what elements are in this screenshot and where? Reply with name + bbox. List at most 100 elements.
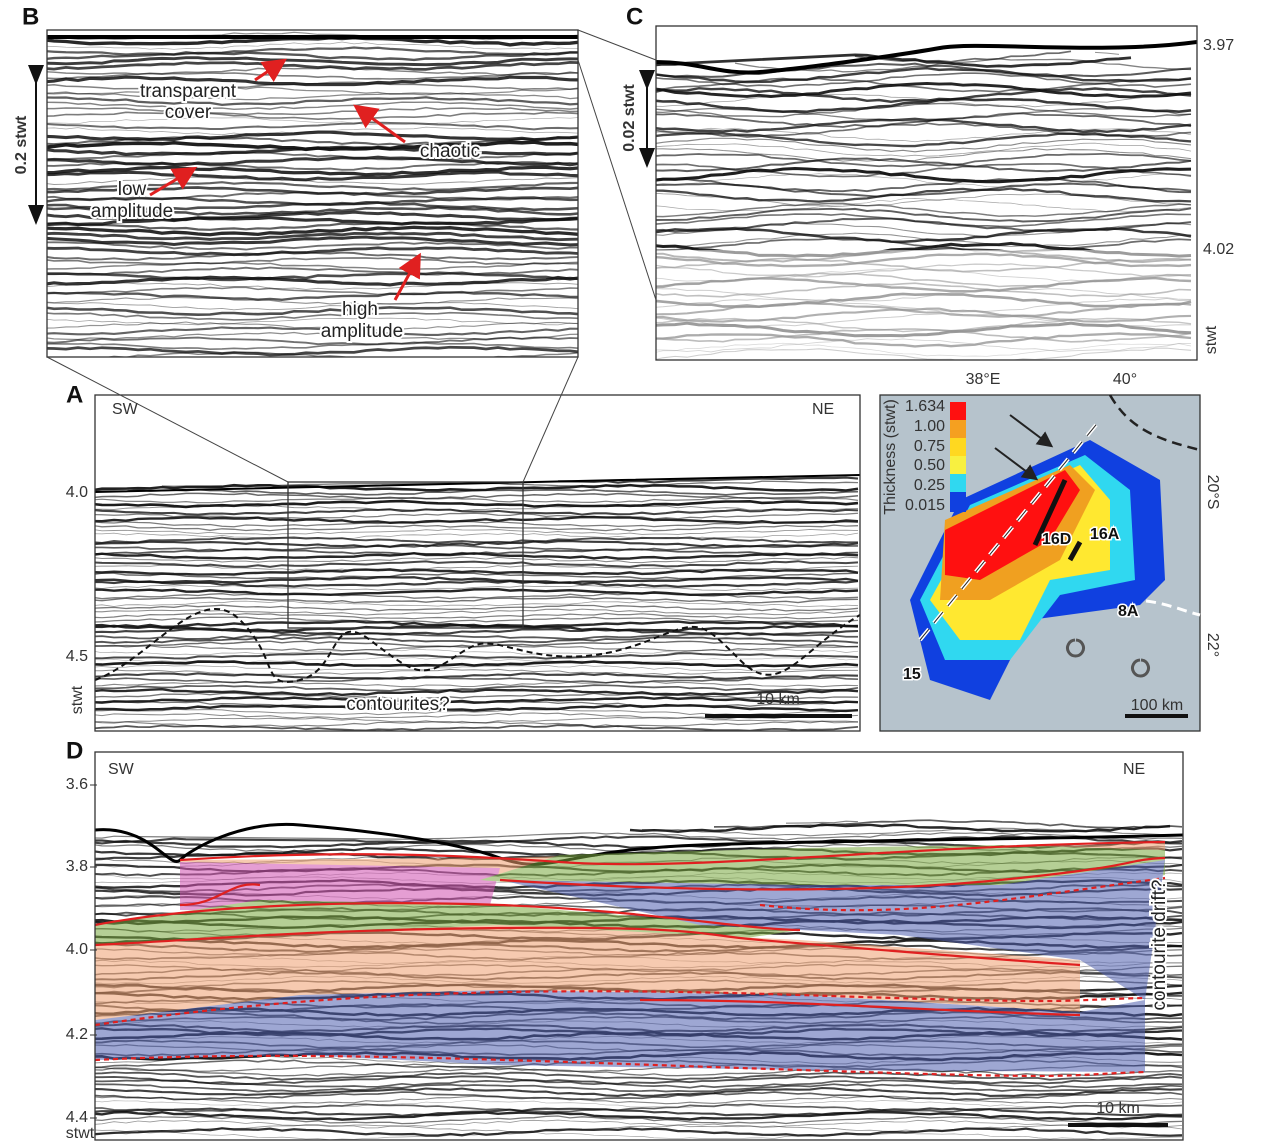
map [879,394,1201,732]
tick-label: 3.6 [66,776,88,793]
reflector [95,540,859,548]
reflector [47,151,578,161]
reflector [656,137,1192,153]
reflector [656,173,1192,188]
reflector [47,61,578,71]
reflector [95,592,859,600]
reflector [656,148,1192,162]
direction: SW [112,401,139,418]
reflector [95,504,859,512]
reflector [47,336,578,346]
reflector [95,832,1183,841]
reflector [95,580,859,588]
reflector [95,536,858,544]
reflector [47,111,578,120]
reflector [105,351,578,357]
reflector [47,106,578,116]
legend-label: 0.015 [905,497,945,514]
reflector [47,311,578,321]
reflector [95,544,858,552]
reflector [785,820,859,824]
reflector [95,1110,1183,1121]
reflector [47,75,578,87]
reflector [95,660,859,668]
panel-d-horizons [94,840,1166,1078]
reflector [47,96,578,107]
reflector [656,207,1192,223]
reflector [656,182,1192,198]
reflector [656,166,1192,184]
reflector [47,266,578,276]
annotation: low [118,179,147,200]
direction: NE [812,401,834,418]
reflector [95,1099,1183,1109]
fade [656,250,1197,360]
legend-title: Thickness (stwt) [882,399,899,515]
reflector [641,827,1183,837]
direction: NE [1123,761,1145,778]
reflector [47,251,578,261]
reflector [95,528,859,536]
reflector [656,202,1192,218]
site-label: 8A [1118,603,1139,620]
reflector [95,632,858,640]
legend-label: 1.634 [905,398,945,415]
panel-label: D [66,737,83,764]
reflector [47,117,578,126]
reflector [95,636,859,644]
reflector [47,130,578,142]
connectors [46,29,657,483]
reflector [47,81,578,91]
reflector [95,499,859,509]
reflector [47,121,578,131]
tick-label: 4.0 [66,941,88,958]
site-label: 15 [903,666,921,683]
reflector [47,301,578,311]
reflector [656,117,1192,134]
reflector [47,317,578,326]
reflector [47,231,578,242]
tick-label: 22° [1204,633,1221,657]
reflector [95,668,858,676]
tick-label: 4.0 [66,484,88,501]
reflector [47,235,578,247]
reflector [47,66,578,76]
axis-unit: stwt [66,1125,95,1142]
reflector [656,237,1192,253]
reflector [95,608,859,616]
reflector [95,600,859,607]
reflector [47,225,578,237]
reflector [95,560,859,568]
reflector [47,210,578,222]
annotation: contourites? [346,694,450,715]
tick-label: 4.5 [66,648,88,665]
panel-label: B [22,3,39,30]
direction: SW [108,761,135,778]
reflector [47,306,578,316]
reflector [47,290,578,301]
reflector [95,1079,1182,1089]
reflector [656,232,1192,248]
reflector [95,703,859,713]
reflector [656,86,1192,104]
reflector [95,1107,1183,1117]
scale-label: 0.02 stwt [621,84,638,152]
reflector [47,221,578,231]
reflector [47,41,578,51]
reflector [47,71,578,80]
reflector [656,62,1192,78]
reflector [47,51,578,62]
reflector [656,127,1192,143]
reflector [656,77,1192,93]
tick-label: 4.02 [1203,241,1234,258]
tick-label: 3.8 [66,858,88,875]
contourite [95,607,860,683]
site-label: 16D [1042,531,1071,548]
reflector [656,93,1192,108]
reflector [95,612,859,620]
seafloor [656,40,1197,75]
reflector [95,652,859,660]
reflector [95,712,859,720]
reflector [95,587,859,597]
